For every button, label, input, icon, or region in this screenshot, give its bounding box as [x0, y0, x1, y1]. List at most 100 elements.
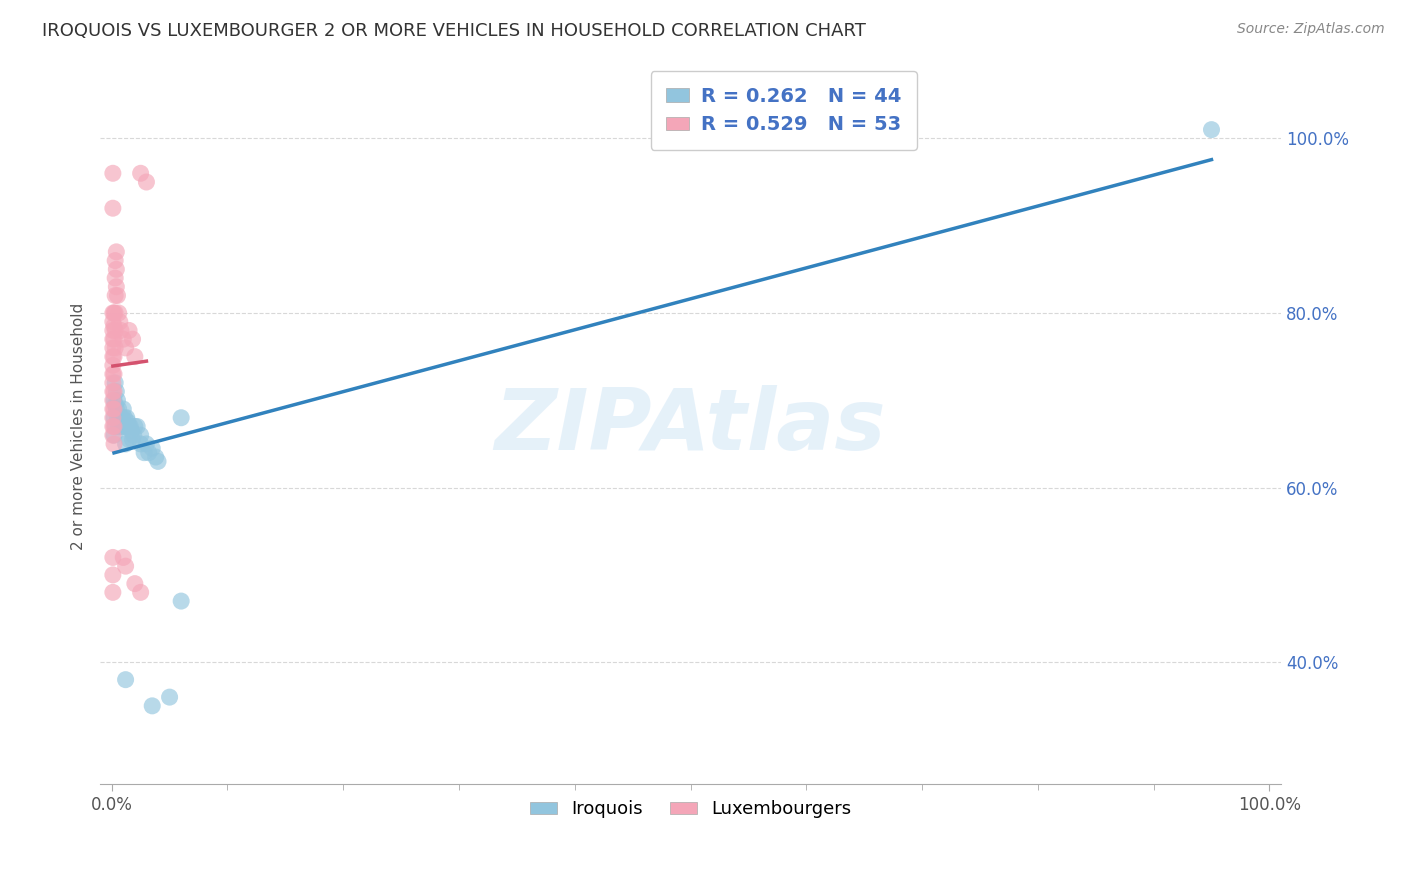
Point [107, 393, 129, 408]
Point [112, 402, 135, 417]
Point [117, 415, 139, 429]
Point [110, 323, 132, 337]
Point [112, 332, 135, 346]
Point [114, 419, 136, 434]
Point [105, 262, 128, 277]
Point [108, 410, 131, 425]
Point [103, 367, 125, 381]
Point [103, 393, 125, 408]
Point [101, 393, 124, 408]
Point [141, 698, 163, 713]
Point [124, 419, 146, 434]
Point [103, 319, 125, 334]
Point [112, 550, 135, 565]
Text: Source: ZipAtlas.com: Source: ZipAtlas.com [1237, 22, 1385, 37]
Point [107, 410, 129, 425]
Point [101, 315, 124, 329]
Point [103, 410, 125, 425]
Point [103, 402, 125, 417]
Point [120, 419, 142, 434]
Point [101, 359, 124, 373]
Point [103, 428, 125, 442]
Point [103, 384, 125, 399]
Point [170, 594, 193, 608]
Point [129, 585, 152, 599]
Point [124, 350, 146, 364]
Point [141, 442, 163, 456]
Point [129, 437, 152, 451]
Point [115, 410, 138, 425]
Point [103, 437, 125, 451]
Point [121, 433, 143, 447]
Point [114, 437, 136, 451]
Point [107, 419, 129, 434]
Point [101, 585, 124, 599]
Point [111, 410, 134, 425]
Text: IROQUOIS VS LUXEMBOURGER 2 OR MORE VEHICLES IN HOUSEHOLD CORRELATION CHART: IROQUOIS VS LUXEMBOURGER 2 OR MORE VEHIC… [42, 22, 866, 40]
Point [101, 550, 124, 565]
Point [1201, 122, 1223, 136]
Point [170, 410, 193, 425]
Point [103, 332, 125, 346]
Point [101, 376, 124, 390]
Point [101, 350, 124, 364]
Point [101, 419, 124, 434]
Point [101, 341, 124, 355]
Point [101, 568, 124, 582]
Point [114, 341, 136, 355]
Point [110, 419, 132, 434]
Point [104, 419, 127, 434]
Point [134, 445, 156, 459]
Point [159, 690, 181, 705]
Point [104, 306, 127, 320]
Point [127, 419, 149, 434]
Point [104, 253, 127, 268]
Point [101, 323, 124, 337]
Point [114, 410, 136, 425]
Y-axis label: 2 or more Vehicles in Household: 2 or more Vehicles in Household [72, 303, 86, 550]
Point [107, 306, 129, 320]
Point [107, 288, 129, 302]
Point [101, 201, 124, 215]
Point [114, 559, 136, 574]
Point [103, 306, 125, 320]
Point [104, 376, 127, 390]
Point [105, 244, 128, 259]
Point [120, 424, 142, 438]
Point [146, 454, 169, 468]
Point [145, 450, 167, 464]
Point [129, 166, 152, 180]
Point [108, 315, 131, 329]
Point [112, 419, 135, 434]
Point [101, 166, 124, 180]
Point [104, 323, 127, 337]
Point [105, 280, 128, 294]
Point [104, 288, 127, 302]
Point [124, 576, 146, 591]
Point [105, 402, 128, 417]
Legend: Iroquois, Luxembourgers: Iroquois, Luxembourgers [523, 793, 859, 825]
Point [101, 332, 124, 346]
Point [138, 445, 160, 459]
Point [114, 673, 136, 687]
Point [101, 428, 124, 442]
Point [121, 332, 143, 346]
Point [103, 350, 125, 364]
Point [101, 367, 124, 381]
Point [104, 341, 127, 355]
Point [118, 323, 141, 337]
Point [103, 419, 125, 434]
Point [101, 306, 124, 320]
Point [101, 410, 124, 425]
Point [104, 271, 127, 285]
Point [135, 437, 157, 451]
Point [135, 175, 157, 189]
Point [129, 428, 152, 442]
Point [118, 419, 141, 434]
Text: ZIPAtlas: ZIPAtlas [495, 385, 886, 468]
Point [122, 428, 145, 442]
Point [107, 402, 129, 417]
Point [101, 402, 124, 417]
Point [104, 398, 127, 412]
Point [101, 384, 124, 399]
